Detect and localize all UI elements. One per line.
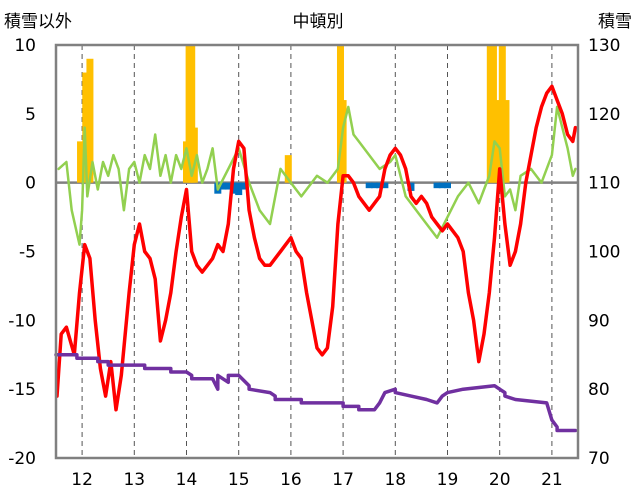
left-tick-1: 5 <box>25 105 36 125</box>
right-tick-2: 110 <box>588 174 620 194</box>
right-axis-ticks: 130 120 110 100 90 80 70 <box>588 36 620 469</box>
chart-title: 中頓別 <box>293 12 344 32</box>
plot-frame <box>54 43 580 460</box>
bar-series1-6 <box>365 182 373 189</box>
left-tick-3: -5 <box>19 243 36 263</box>
bar-series1-10 <box>407 182 415 191</box>
bar-series1-7 <box>370 182 378 189</box>
bar-series1-3 <box>229 182 237 194</box>
bar-series1-4 <box>235 182 243 196</box>
x-axis-ticks: 12 13 14 15 16 17 18 19 20 21 <box>71 470 562 490</box>
line-series-2 <box>57 105 577 246</box>
right-tick-1: 120 <box>588 105 620 125</box>
bar-series0-0 <box>77 141 85 183</box>
x-tick-3: 15 <box>228 470 250 490</box>
bar-series1-5 <box>240 182 248 190</box>
x-gridlines <box>81 45 553 458</box>
bar-series1-1 <box>219 182 227 190</box>
bar-series0-5 <box>188 45 196 183</box>
line-series-4 <box>54 353 578 433</box>
left-tick-2: 0 <box>25 174 36 194</box>
x-tick-6: 18 <box>384 470 406 490</box>
bar-series0-14 <box>498 45 506 183</box>
x-tick-5: 17 <box>332 470 354 490</box>
left-tick-4: -10 <box>8 311 36 331</box>
lines-layer <box>54 84 578 433</box>
x-tick-7: 19 <box>437 470 459 490</box>
bar-series0-11 <box>489 45 497 183</box>
left-axis-label: 積雪以外 <box>4 12 72 32</box>
bar-series1-13 <box>444 182 451 189</box>
bar-series1-2 <box>224 182 232 190</box>
left-tick-5: -15 <box>8 380 36 400</box>
left-tick-0: 10 <box>14 36 36 56</box>
left-tick-6: -20 <box>8 449 36 469</box>
x-tick-1: 13 <box>123 470 145 490</box>
bar-series0-15 <box>502 100 510 183</box>
right-tick-3: 100 <box>588 243 620 263</box>
x-tick-4: 16 <box>280 470 302 490</box>
line-series-3 <box>55 84 578 412</box>
right-axis-label: 積雪 <box>598 12 632 32</box>
bar-series0-7 <box>284 155 292 183</box>
x-tick-8: 20 <box>489 470 511 490</box>
right-tick-0: 130 <box>588 36 620 56</box>
right-tick-4: 90 <box>588 311 610 331</box>
bar-series1-8 <box>376 182 384 189</box>
left-axis-ticks: 10 5 0 -5 -10 -15 -20 <box>8 36 36 469</box>
right-tick-5: 80 <box>588 380 610 400</box>
bar-series0-9 <box>339 100 347 183</box>
x-tick-9: 21 <box>541 470 563 490</box>
bars-layer <box>77 45 510 196</box>
bar-series0-2 <box>86 58 94 183</box>
bar-series0-6 <box>190 127 198 183</box>
bar-series1-12 <box>438 182 446 189</box>
x-tick-0: 12 <box>71 470 93 490</box>
bar-series1-9 <box>381 182 389 189</box>
right-tick-6: 70 <box>588 449 610 469</box>
bar-series1-11 <box>433 182 441 189</box>
x-tick-2: 14 <box>176 470 198 490</box>
